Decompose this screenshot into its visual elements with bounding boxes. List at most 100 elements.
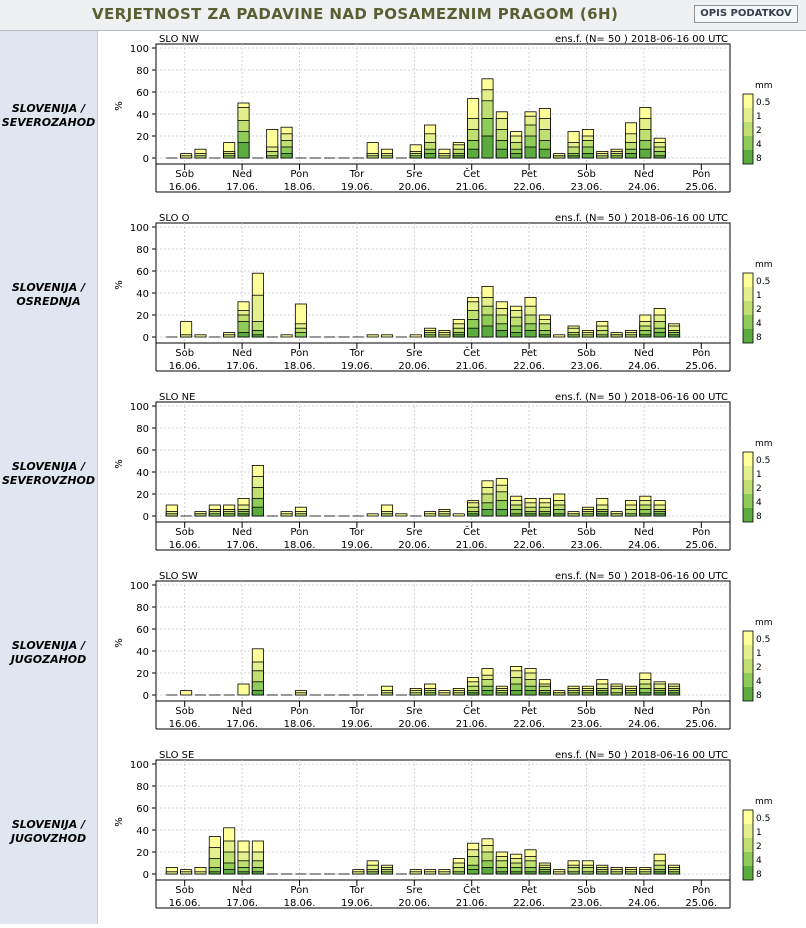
legend-title: mm [755,797,773,807]
x-tick-label-date: 24.06. [628,361,660,372]
legend-label: 1 [756,649,762,659]
legend-title: mm [755,618,773,628]
y-tick-label: 0 [143,512,149,523]
x-tick-label-day: Ned [232,885,252,896]
x-tick-label-day: Ned [634,169,654,180]
x-tick-label-day: Sre [406,706,422,717]
x-tick-label-day: Pet [521,706,537,717]
y-tick-label: 60 [136,625,149,636]
legend-label: 2 [756,663,762,673]
y-tick-label: 100 [130,581,149,592]
legend-swatch [743,287,753,301]
legend-swatch [743,94,753,108]
legend-label: 2 [756,842,762,852]
x-tick-label-day: Sob [175,527,194,538]
bar-segment [624,692,637,696]
bar-segment [223,155,236,159]
bar-segment [424,871,437,875]
y-tick-label: 60 [136,804,149,815]
bar-segment [409,871,422,875]
y-tick-label: 20 [136,132,149,143]
x-tick-label-day: Sre [406,169,422,180]
x-tick-label-day: Tor [349,169,366,180]
x-tick-label-date: 22.06. [513,540,545,551]
x-tick-label-date: 21.06. [456,361,488,372]
x-tick-label-day: Pet [521,885,537,896]
bar-segment [180,690,193,696]
bar-segment [510,690,523,696]
x-tick-label-date: 23.06. [571,540,603,551]
data-description-button[interactable]: OPIS PODATKOV [694,5,798,23]
x-tick-label-date: 17.06. [226,719,258,730]
page-title: VERJETNOST ZA PADAVINE NAD POSAMEZNIM PR… [92,5,619,23]
bar-segment [567,513,580,517]
x-tick-label-date: 21.06. [456,182,488,193]
x-tick-label-date: 18.06. [284,719,316,730]
x-tick-label-date: 20.06. [398,182,430,193]
bar-segment [381,155,394,159]
x-tick-label-day: Pet [521,169,537,180]
legend-swatch [743,301,753,315]
chart-subtitle: ens.f. (N= 50 ) 2018-06-16 00 UTC [555,750,728,761]
legend-label: 8 [756,154,762,164]
bar-segment [381,871,394,875]
x-tick-label-date: 17.06. [226,361,258,372]
bar-segment [567,334,580,338]
y-tick-label: 20 [136,669,149,680]
bar-segment [553,155,566,159]
x-tick-label-day: Čet [463,167,480,180]
x-tick-label-date: 18.06. [284,182,316,193]
bar-segment [668,692,681,696]
legend-label: 0.5 [756,456,770,466]
legend-label: 8 [756,691,762,701]
y-tick-label: 40 [136,110,149,121]
x-tick-label-day: Sob [175,169,194,180]
x-tick-label-day: Sob [577,885,596,896]
bar-segment [180,155,193,159]
x-tick-label-date: 20.06. [398,540,430,551]
bar-segment [639,513,652,517]
bar-segment [596,155,609,159]
chart-title: SLO NW [159,34,199,45]
legend-swatch [743,508,753,522]
x-tick-label-day: Ned [634,885,654,896]
bar-segment [352,871,365,875]
legend-label: 1 [756,112,762,122]
bar-segment [581,334,594,338]
bar-segment [237,871,250,875]
bar-segment [596,334,609,338]
x-tick-label-date: 19.06. [341,182,373,193]
x-tick-label-date: 19.06. [341,361,373,372]
x-tick-label-date: 17.06. [226,540,258,551]
x-tick-label-date: 25.06. [685,540,717,551]
y-tick-label: 80 [136,782,149,793]
x-tick-label-date: 18.06. [284,361,316,372]
bar-segment [538,334,551,338]
bar-segment [481,508,494,517]
x-tick-label-day: Sob [175,885,194,896]
bar-segment [223,513,236,517]
legend-label: 8 [756,333,762,343]
region-label-central: SLOVENIJA / OSREDNJA [11,281,86,308]
x-tick-label-day: Pon [290,885,308,896]
region-sidebar: SLOVENIJA / SEVEROZAHOD SLOVENIJA / OSRE… [0,31,98,924]
bar-segment [251,334,264,338]
bar-segment [237,332,250,338]
y-tick-label: 80 [136,424,149,435]
x-tick-label-date: 25.06. [685,361,717,372]
x-tick-label-day: Tor [349,706,366,717]
bar-segment [653,155,666,159]
chart-title: SLO NE [159,392,195,403]
bar-segment [596,513,609,517]
legend-swatch [743,645,753,659]
bar-segment [294,332,307,338]
legend-swatch [743,273,753,287]
bar-segment [624,513,637,517]
x-tick-label-day: Pon [290,348,308,359]
x-tick-label-day: Čet [463,525,480,538]
bar-segment [467,692,480,696]
bar-segment [438,513,451,517]
legend-box [742,630,754,702]
legend-swatch [743,452,753,466]
bar-segment [223,869,236,875]
